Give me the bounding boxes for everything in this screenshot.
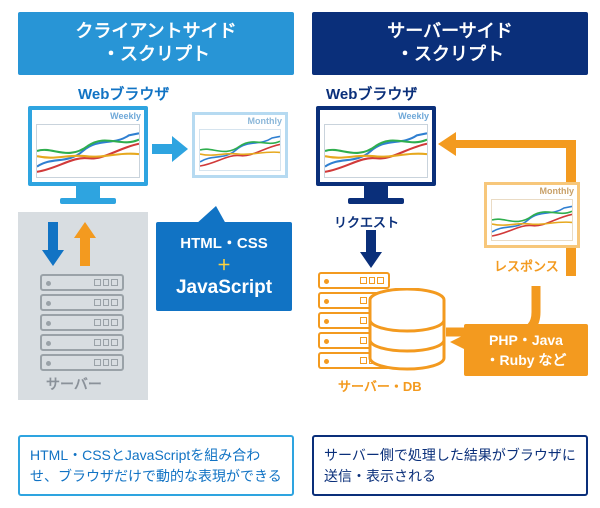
server-caption-text: サーバー側で処理した結果がブラウザに送信・表示される xyxy=(324,447,576,483)
chart-title-weekly: Weekly xyxy=(32,110,144,121)
lang-line1: PHP・Java xyxy=(468,330,584,350)
balloon-line2: JavaScript xyxy=(160,277,288,299)
server-label: サーバー xyxy=(46,374,102,394)
chart-title-monthly-r: Monthly xyxy=(487,185,577,196)
lang-line2: ・Ruby など xyxy=(468,350,584,370)
server-db-label: サーバー・DB xyxy=(338,376,422,395)
client-monitor: Weekly xyxy=(28,106,148,204)
server-monthly-panel: Monthly xyxy=(484,182,580,248)
chart-weekly-r-icon xyxy=(325,125,427,177)
client-caption-text: HTML・CSSとJavaScriptを組み合わせ、ブラウザだけで動的な表現がで… xyxy=(30,447,282,483)
server-browser-label: Webブラウザ xyxy=(326,83,588,104)
client-side-panel: クライアントサイド ・スクリプト Webブラウザ Weekly Monthly xyxy=(18,12,294,496)
chart-title-monthly: Monthly xyxy=(195,115,285,126)
client-browser-label: Webブラウザ xyxy=(78,83,294,104)
server-title: サーバーサイド ・スクリプト xyxy=(312,12,588,75)
arrow-up-icon xyxy=(74,222,96,266)
balloon-line1: HTML・CSS xyxy=(160,232,288,253)
chart-weekly-icon xyxy=(37,125,139,177)
server-monitor: Weekly xyxy=(316,106,436,204)
server-stack xyxy=(40,274,124,374)
client-title-line1: クライアントサイド xyxy=(75,21,236,41)
chart-title-weekly-r: Weekly xyxy=(320,110,432,121)
chart-monthly-icon xyxy=(200,130,280,170)
database-icon xyxy=(368,288,446,372)
lang-balloon: PHP・Java ・Ruby など xyxy=(464,324,588,376)
arrow-right-icon xyxy=(152,136,188,162)
arrow-down-icon xyxy=(42,222,64,266)
client-title-line2: ・スクリプト xyxy=(102,44,210,64)
server-caption: サーバー側で処理した結果がブラウザに送信・表示される xyxy=(312,435,588,496)
server-title-line1: サーバーサイド xyxy=(387,21,512,41)
tech-balloon: HTML・CSS ＋ JavaScript xyxy=(156,222,292,311)
server-side-panel: サーバーサイド ・スクリプト Webブラウザ Weekly Monthly xyxy=(312,12,588,496)
client-caption: HTML・CSSとJavaScriptを組み合わせ、ブラウザだけで動的な表現がで… xyxy=(18,435,294,496)
chart-monthly-r-icon xyxy=(492,200,572,240)
request-arrow-icon xyxy=(360,230,382,268)
balloon-plus: ＋ xyxy=(160,255,288,275)
client-title: クライアントサイド ・スクリプト xyxy=(18,12,294,75)
client-monthly-panel: Monthly xyxy=(192,112,288,178)
response-label: レスポンス xyxy=(494,256,559,275)
server-title-line2: ・スクリプト xyxy=(396,44,504,64)
request-label: リクエスト xyxy=(334,212,399,231)
client-server-area: サーバー xyxy=(18,212,148,400)
